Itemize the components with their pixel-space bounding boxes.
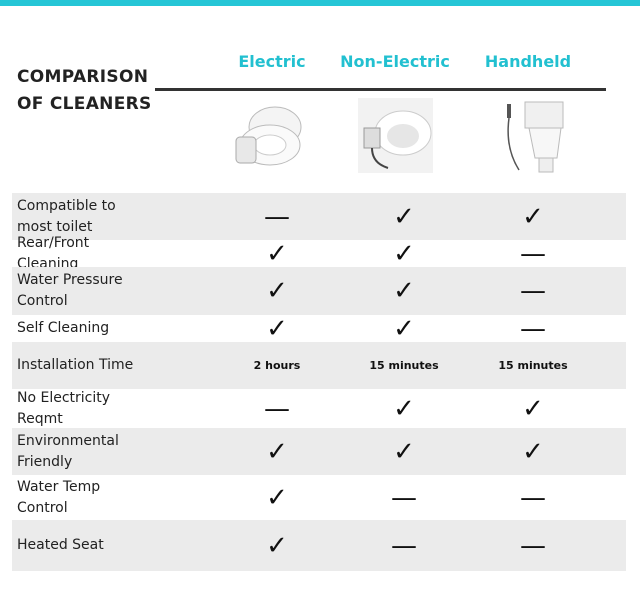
- cell-text: 2 hours: [253, 359, 301, 372]
- electric-image: [235, 106, 302, 166]
- table-row: [12, 389, 626, 428]
- cell-symbol: ✓: [393, 276, 415, 306]
- cell-symbol: ✓: [393, 238, 415, 269]
- cell-symbol: ✓: [393, 393, 415, 424]
- row-label: Self Cleaning: [17, 320, 110, 336]
- row-label: No Electricity Reqmt: [17, 389, 111, 427]
- column-header: Non-Electric: [340, 52, 450, 71]
- header-rule: [155, 88, 606, 91]
- title: COMPARISON OF CLEANERS: [17, 67, 152, 114]
- row-label: Water Pressure Control: [17, 272, 123, 309]
- table-row: [12, 267, 626, 315]
- table-row: [12, 428, 626, 475]
- cell-symbol: ✓: [522, 393, 544, 424]
- table-row: [12, 240, 626, 267]
- cell-symbol: —: [520, 482, 546, 513]
- row-label: Installation Time: [17, 357, 134, 373]
- table-row: [12, 475, 626, 520]
- cell-text: 15 minutes: [498, 359, 568, 372]
- handheld-image: [507, 101, 564, 173]
- cell-symbol: ✓: [522, 436, 544, 467]
- cell-symbol: ✓: [522, 201, 544, 232]
- column-header: Electric: [238, 52, 306, 71]
- cell-symbol: —: [520, 276, 546, 306]
- cell-symbol: ✓: [266, 276, 288, 306]
- cell-symbol: ✓: [266, 482, 288, 513]
- table-row: [12, 315, 626, 342]
- table-row: [12, 342, 626, 389]
- cell-symbol: ✓: [393, 436, 415, 467]
- column-header: Handheld: [484, 52, 572, 71]
- row-label: Environmental Friendly: [17, 432, 119, 470]
- cell-symbol: —: [264, 393, 290, 424]
- cell-symbol: —: [391, 482, 417, 513]
- row-label: Water Temp Control: [17, 478, 101, 516]
- cell-symbol: —: [391, 530, 417, 561]
- cell-symbol: ✓: [266, 530, 288, 561]
- row-label: Rear/Front Cleaning: [17, 234, 90, 272]
- cell-symbol: ✓: [393, 201, 415, 232]
- table-row: [12, 520, 626, 571]
- cell-symbol: ✓: [266, 436, 288, 467]
- cell-symbol: —: [520, 238, 546, 269]
- top-bar: [0, 0, 640, 6]
- cell-symbol: ✓: [266, 238, 288, 269]
- cell-symbol: ✓: [266, 313, 288, 344]
- cell-text: 15 minutes: [369, 359, 439, 372]
- row-label: Heated Seat: [17, 537, 104, 553]
- non-electric-image: [358, 98, 433, 173]
- cell-symbol: —: [264, 201, 290, 232]
- cell-symbol: —: [520, 530, 546, 561]
- cell-symbol: —: [520, 313, 546, 344]
- row-label: Compatible to most toilet: [17, 197, 116, 235]
- cell-symbol: ✓: [393, 313, 415, 344]
- table-row: [12, 193, 626, 240]
